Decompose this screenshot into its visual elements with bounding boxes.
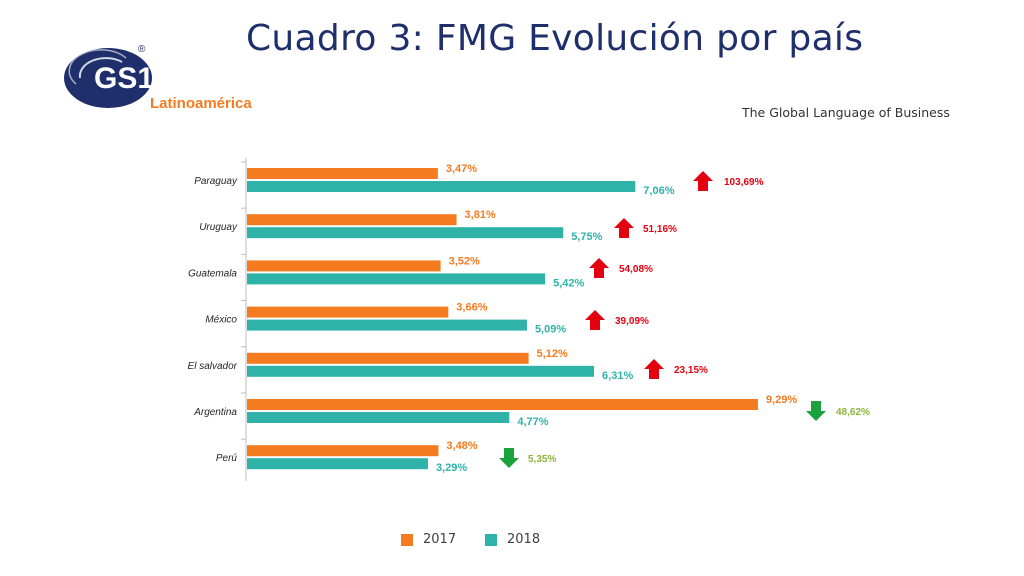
legend-item-2017: 2017 [401,532,456,547]
tagline: The Global Language of Business [742,105,950,120]
category-label: Argentina [193,407,237,418]
category-label: Paraguay [194,176,238,187]
data-label-2017: 3,52% [449,255,480,267]
category-label: Perú [216,453,238,464]
bar-2018 [247,227,564,239]
gs1-logo-ellipse [64,48,152,108]
arrow-up-icon [693,171,713,191]
category-label: Guatemala [188,268,237,279]
data-label-2017: 3,81% [465,209,496,221]
change-label: 54,08% [619,264,653,275]
data-label-2018: 5,42% [553,277,584,289]
arrow-up-icon [585,310,605,330]
bar-2017 [247,260,441,272]
arrow-down-icon [499,448,519,468]
change-label: 103,69% [724,177,764,188]
legend-swatch-2018 [485,533,497,546]
bar-2017 [247,352,529,364]
data-label-2017: 3,66% [456,302,487,314]
category-label: Uruguay [199,222,238,233]
bar-2017 [247,168,438,179]
gs1-logo-registered: ® [138,44,146,55]
data-label-2017: 9,29% [766,394,797,406]
arrow-down-icon [806,401,826,421]
legend-label-2017: 2017 [423,532,457,547]
legend-item-2018: 2018 [485,532,540,547]
gs1-logo-region: Latinoamérica [150,95,252,112]
change-label: 23,15% [674,365,708,376]
data-label-2018: 7,06% [643,185,674,197]
legend-swatch-2017 [401,533,413,546]
gs1-logo-swirl [78,57,123,79]
bar-2017 [247,399,758,410]
data-label-2018: 5,75% [571,231,602,243]
arrow-up-icon [614,218,634,238]
bar-2017 [247,445,439,457]
bar-2018 [247,319,527,331]
bar-2018 [247,365,595,377]
change-label: 48,62% [836,407,870,418]
bar-2018 [247,412,510,423]
change-label: 5,35% [528,454,556,465]
bar-2017 [247,214,457,226]
data-label-2017: 5,12% [537,348,568,360]
arrow-up-icon [644,359,664,379]
bar-2018 [247,273,546,285]
data-label-2018: 4,77% [517,416,548,428]
data-label-2018: 5,09% [535,324,566,336]
data-label-2017: 3,47% [446,163,477,175]
category-label: El salvador [188,361,238,372]
gs1-logo-mark: GS1 [94,62,154,95]
page-title: Cuadro 3: FMG Evolución por país [246,18,864,59]
data-label-2018: 6,31% [602,370,633,382]
legend-label-2018: 2018 [507,532,541,547]
data-label-2017: 3,48% [446,440,477,452]
change-label: 51,16% [643,224,677,235]
bar-2017 [247,306,449,318]
gs1-logo: GS1 ® Latinoamérica [64,44,252,112]
arrow-up-icon [589,258,609,278]
change-label: 39,09% [615,316,649,327]
data-label-2018: 3,29% [436,462,467,474]
bar-2018 [247,458,428,470]
bar-2018 [247,181,636,192]
category-label: México [205,315,237,326]
